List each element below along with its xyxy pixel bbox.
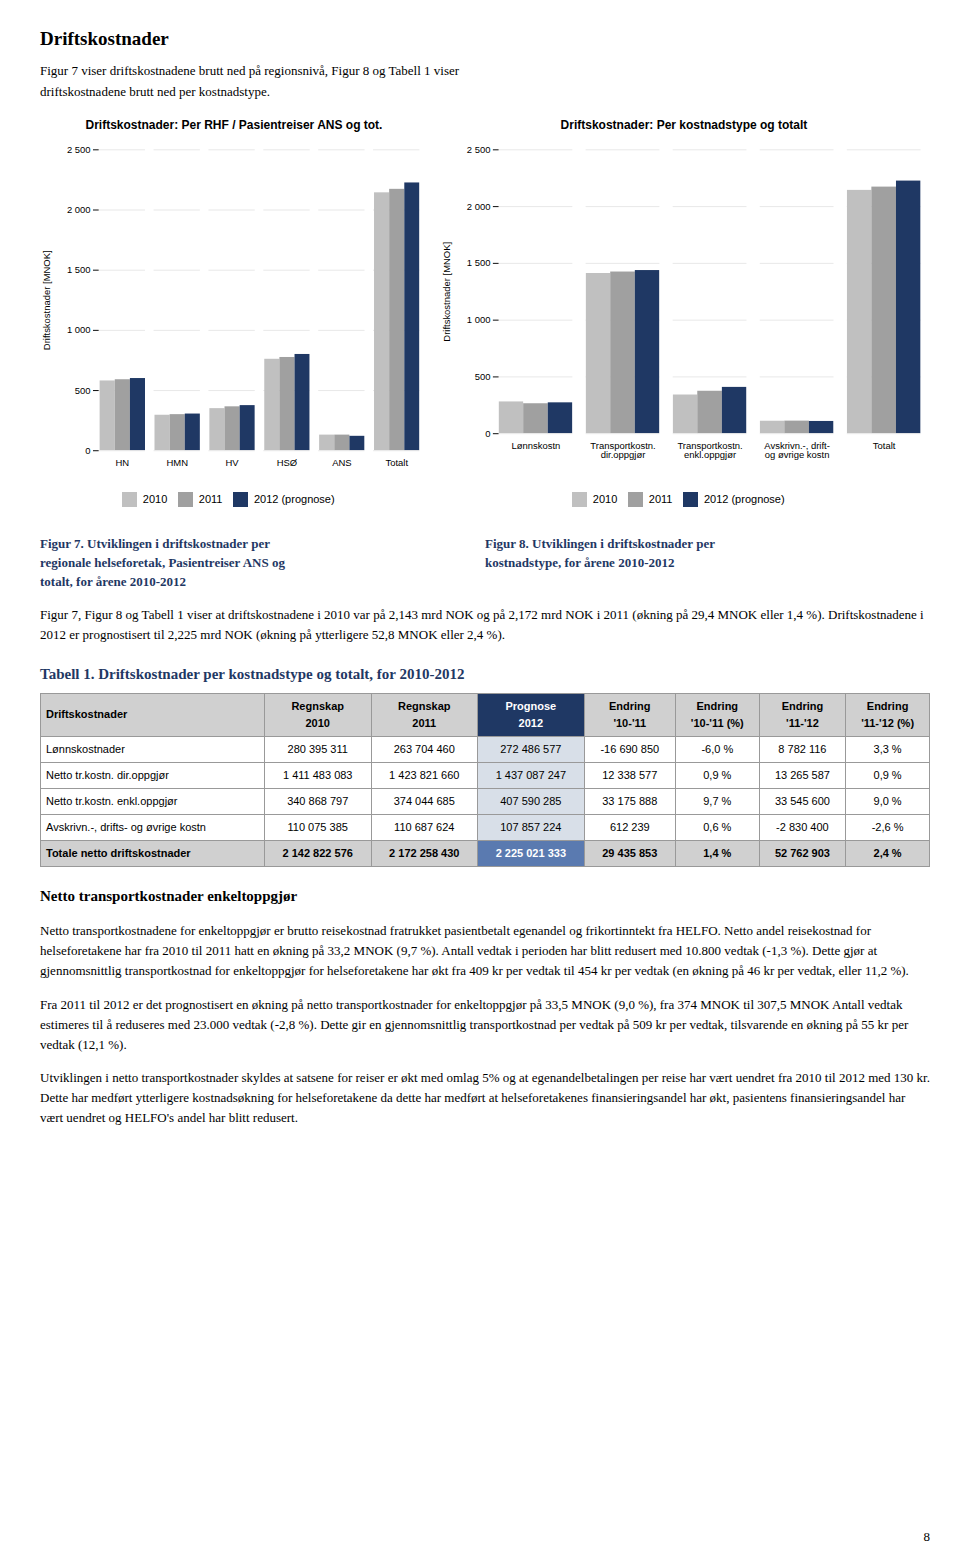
html-text:612 239: 612 239 (609, 820, 650, 833)
svg-text:1 000: 1 000 (67, 325, 91, 336)
html-text:Figur 8. Utviklingen i driftsk: Figur 8. Utviklingen i driftskostnader p… (485, 536, 715, 571)
html-text:1 437 087 247: 1 437 087 247 (495, 768, 566, 781)
html-text:-6,0 %: -6,0 % (701, 742, 734, 755)
html-text:Tabell 1. Driftskostnader per: Tabell 1. Driftskostnader per kostnadsty… (40, 666, 465, 683)
html-text:2 172 258 430: 2 172 258 430 (389, 846, 460, 859)
html-text:2,4 %: 2,4 % (873, 846, 902, 859)
html-text:2012 (prognose): 2012 (prognose) (703, 492, 785, 505)
html-text:2 225 021 333: 2 225 021 333 (495, 846, 566, 859)
html-text:Utviklingen i netto transportk: Utviklingen i netto transportkostnader s… (40, 1069, 930, 1126)
svg-text:Transportkostn.enkl.oppgjør: Transportkostn.enkl.oppgjør (677, 440, 742, 460)
svg-text:Lønnskostn: Lønnskostn (511, 440, 560, 451)
svg-text:0: 0 (485, 428, 490, 439)
svg-text:500: 500 (75, 385, 91, 396)
svg-text:Transportkostn.dir.oppgjør: Transportkostn.dir.oppgjør (590, 440, 655, 460)
svg-text:Totalt: Totalt (385, 457, 408, 468)
html-text:3,3 %: 3,3 % (873, 742, 902, 755)
html-text:107 857 224: 107 857 224 (500, 820, 562, 833)
html-text:1 411 483 083: 1 411 483 083 (283, 768, 353, 781)
html-text:Endring '10-'11: Endring '10-'11 (609, 699, 651, 729)
html-text:2011: 2011 (648, 492, 673, 505)
svg-text:Avskrivn.-, drift-og øvrige ko: Avskrivn.-, drift-og øvrige kostn (764, 440, 829, 460)
html-text:2010: 2010 (592, 492, 618, 505)
html-text:33 545 600: 33 545 600 (774, 794, 830, 807)
svg-text:2 500: 2 500 (467, 144, 491, 155)
html-text:Netto transportkostnader enkel: Netto transportkostnader enkeltoppgjør (40, 887, 298, 904)
html-text:Driftskostnader: Per kostnadst: Driftskostnader: Per kostnadstype og tot… (560, 117, 808, 132)
html-text:33 175 888: 33 175 888 (602, 794, 658, 807)
html-text:2012 (prognose): 2012 (prognose) (253, 492, 335, 505)
html-text:Driftskostnader: Driftskostnader (46, 708, 128, 720)
html-text:407 590 285: 407 590 285 (500, 794, 562, 807)
html-text:13 265 587: 13 265 587 (774, 768, 830, 781)
svg-text:HN: HN (115, 457, 129, 468)
html-text:Endring '10-'11 (%): Endring '10-'11 (%) (690, 699, 744, 729)
svg-text:Driftskostnader [MNOK]: Driftskostnader [MNOK] (41, 251, 52, 351)
html-text:0,9 %: 0,9 % (703, 768, 732, 781)
html-text:2010: 2010 (142, 492, 168, 505)
html-text:-2,6 %: -2,6 % (871, 820, 904, 833)
html-text:Driftskostnader: Driftskostnader (40, 28, 169, 49)
html-text:-16 690 850: -16 690 850 (600, 742, 660, 755)
html-text:110 687 624: 110 687 624 (394, 820, 455, 833)
html-text:9,0 %: 9,0 % (873, 794, 902, 807)
html-text:Prognose 2012: Prognose 2012 (505, 699, 557, 729)
html-text:Lønnskostnader: Lønnskostnader (46, 742, 125, 755)
html-text:0,6 %: 0,6 % (703, 820, 732, 833)
svg-text:Totalt: Totalt (873, 440, 896, 451)
html-text:2 142 822 576: 2 142 822 576 (282, 846, 353, 859)
svg-text:Driftskostnader [MNOK]: Driftskostnader [MNOK] (441, 242, 452, 342)
html-text:110 075 385: 110 075 385 (287, 820, 348, 833)
svg-text:HSØ: HSØ (277, 457, 298, 468)
html-text:Figur 7 viser driftskostnadene: Figur 7 viser driftskostnadene brutt ned… (40, 63, 460, 99)
html-text:Regnskap 2010: Regnskap 2010 (291, 699, 344, 729)
html-text:8: 8 (923, 1528, 930, 1544)
html-text:-2 830 400: -2 830 400 (776, 820, 829, 833)
html-text:2011: 2011 (198, 492, 223, 505)
html-text:272 486 577: 272 486 577 (500, 742, 562, 755)
svg-text:500: 500 (475, 371, 491, 382)
html-text:Netto tr.kostn. enkl.oppgjør: Netto tr.kostn. enkl.oppgjør (46, 794, 178, 807)
html-text:Fra 2011 til 2012 er det progn: Fra 2011 til 2012 er det prognostisert e… (40, 996, 909, 1052)
html-text:Endring '11-'12: Endring '11-'12 (781, 699, 824, 729)
html-text:374 044 685: 374 044 685 (393, 794, 455, 807)
html-text:Totale netto driftskostnader: Totale netto driftskostnader (46, 846, 191, 859)
html-text:Avskrivn.-, drifts- og øvrige: Avskrivn.-, drifts- og øvrige kostn (46, 820, 206, 833)
html-text:Netto transportkostnadene for: Netto transportkostnadene for enkeltoppg… (40, 923, 909, 979)
html-text:Figur 7, Figur 8 og Tabell 1 v: Figur 7, Figur 8 og Tabell 1 viser at dr… (40, 607, 924, 643)
html-text:9,7 %: 9,7 % (703, 794, 732, 807)
svg-text:0: 0 (85, 445, 90, 456)
svg-text:1 000: 1 000 (467, 314, 491, 325)
html-text:8 782 116: 8 782 116 (778, 742, 827, 755)
html-text:1 423 821 660: 1 423 821 660 (389, 768, 460, 781)
html-text:1,4 %: 1,4 % (703, 846, 732, 859)
html-text:263 704 460: 263 704 460 (393, 742, 455, 755)
svg-text:HMN: HMN (166, 457, 188, 468)
html-text:340 868 797: 340 868 797 (287, 794, 349, 807)
html-text:Regnskap 2011: Regnskap 2011 (398, 699, 451, 729)
svg-text:2 000: 2 000 (67, 204, 91, 215)
svg-text:1 500: 1 500 (467, 258, 491, 269)
svg-text:1 500: 1 500 (67, 265, 91, 276)
svg-text:2 500: 2 500 (67, 144, 91, 155)
html-text:280 395 311: 280 395 311 (287, 742, 348, 755)
svg-text:ANS: ANS (332, 457, 351, 468)
html-text:Figur 7. Utviklingen i driftsk: Figur 7. Utviklingen i driftskostnader p… (40, 536, 285, 590)
html-text:29 435 853: 29 435 853 (602, 846, 658, 859)
svg-text:2 000: 2 000 (467, 201, 491, 212)
html-text:12 338 577: 12 338 577 (602, 768, 658, 781)
html-text:Driftskostnader: Per RHF / Pas: Driftskostnader: Per RHF / Pasientreiser… (85, 117, 383, 132)
html-text:52 762 903: 52 762 903 (774, 846, 830, 859)
html-text:0,9 %: 0,9 % (873, 768, 902, 781)
html-text:Netto tr.kostn. dir.oppgjør: Netto tr.kostn. dir.oppgjør (46, 768, 169, 781)
html-text:Endring '11-'12 (%): Endring '11-'12 (%) (861, 699, 914, 729)
svg-text:HV: HV (226, 457, 240, 468)
